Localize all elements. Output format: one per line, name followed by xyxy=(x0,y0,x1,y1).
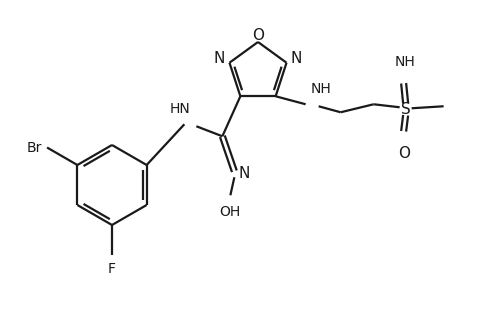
Text: HN: HN xyxy=(170,102,190,116)
Text: O: O xyxy=(252,27,264,42)
Text: S: S xyxy=(401,102,410,117)
Text: NH: NH xyxy=(394,55,415,69)
Text: Br: Br xyxy=(26,140,42,154)
Text: N: N xyxy=(238,166,250,181)
Text: N: N xyxy=(214,51,225,66)
Text: N: N xyxy=(291,51,302,66)
Text: NH: NH xyxy=(310,82,332,96)
Text: OH: OH xyxy=(220,205,241,219)
Text: F: F xyxy=(108,262,116,276)
Text: O: O xyxy=(398,146,409,161)
